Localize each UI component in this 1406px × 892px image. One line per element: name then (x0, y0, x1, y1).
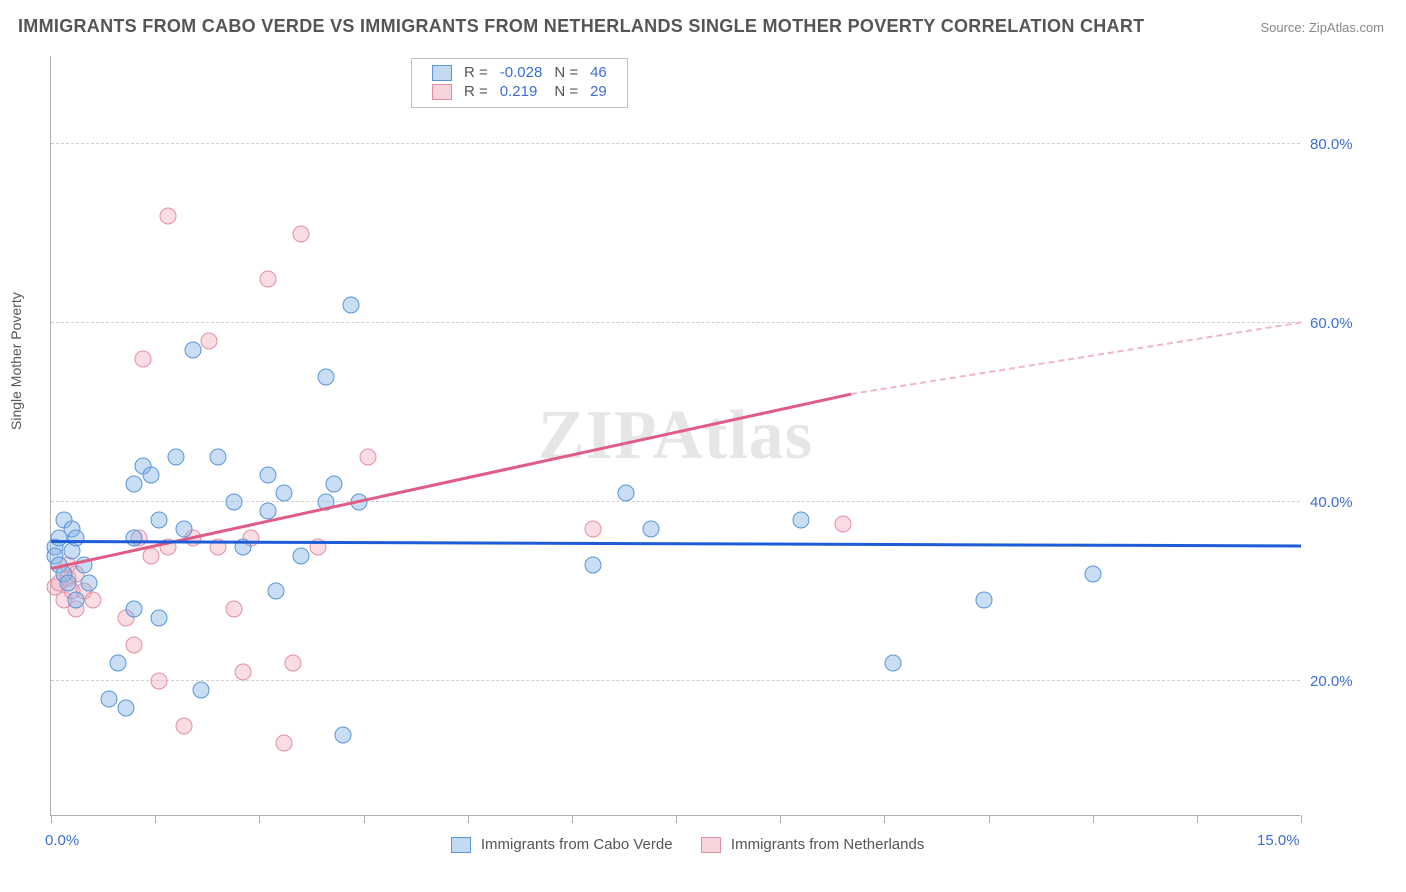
scatter-point-netherlands (834, 516, 851, 533)
scatter-point-netherlands (293, 225, 310, 242)
n-label: N = (548, 63, 584, 82)
gridline (51, 143, 1300, 144)
scatter-point-cabo-verde (268, 583, 285, 600)
legend-label-netherlands: Immigrants from Netherlands (731, 836, 924, 853)
correlation-legend-box: R = -0.028 N = 46 R = 0.219 N = 29 (411, 58, 628, 108)
y-tick-label: 20.0% (1310, 673, 1380, 690)
scatter-point-cabo-verde (884, 655, 901, 672)
x-tick-label: 15.0% (1257, 832, 1300, 849)
scatter-point-cabo-verde (293, 547, 310, 564)
x-tick (364, 815, 365, 823)
x-tick (1301, 815, 1302, 823)
scatter-point-netherlands (84, 592, 101, 609)
swatch-blue-icon (451, 837, 471, 853)
n-label: N = (548, 82, 584, 101)
x-tick (676, 815, 677, 823)
scatter-point-cabo-verde (326, 476, 343, 493)
scatter-point-cabo-verde (643, 520, 660, 537)
scatter-point-cabo-verde (343, 297, 360, 314)
swatch-pink-icon (701, 837, 721, 853)
scatter-point-netherlands (584, 520, 601, 537)
scatter-point-netherlands (284, 655, 301, 672)
scatter-point-netherlands (259, 270, 276, 287)
n-value: 29 (584, 82, 613, 101)
scatter-point-cabo-verde (1084, 565, 1101, 582)
scatter-point-cabo-verde (151, 610, 168, 627)
x-tick (1197, 815, 1198, 823)
y-tick-label: 80.0% (1310, 136, 1380, 153)
scatter-point-netherlands (151, 672, 168, 689)
legend-row-cabo-verde: R = -0.028 N = 46 (426, 63, 613, 82)
swatch-blue-icon (432, 65, 452, 81)
r-label: R = (458, 63, 494, 82)
scatter-point-cabo-verde (168, 449, 185, 466)
series-legend: Immigrants from Cabo Verde Immigrants fr… (51, 836, 1300, 853)
scatter-point-cabo-verde (118, 699, 135, 716)
x-tick (884, 815, 885, 823)
n-value: 46 (584, 63, 613, 82)
x-tick (780, 815, 781, 823)
scatter-point-netherlands (359, 449, 376, 466)
scatter-point-cabo-verde (584, 556, 601, 573)
x-tick-label: 0.0% (45, 832, 79, 849)
scatter-point-cabo-verde (80, 574, 97, 591)
watermark-text: ZIPAtlas (538, 396, 813, 476)
x-tick (259, 815, 260, 823)
r-value: 0.219 (494, 82, 549, 101)
scatter-point-cabo-verde (193, 681, 210, 698)
legend-row-netherlands: R = 0.219 N = 29 (426, 82, 613, 101)
scatter-point-cabo-verde (259, 467, 276, 484)
trendline-netherlands-extrapolated (851, 321, 1301, 395)
source-attribution: Source: ZipAtlas.com (1260, 20, 1384, 35)
y-tick-label: 60.0% (1310, 315, 1380, 332)
scatter-point-netherlands (201, 333, 218, 350)
scatter-point-cabo-verde (184, 342, 201, 359)
x-tick (572, 815, 573, 823)
scatter-plot-area: ZIPAtlas R = -0.028 N = 46 R = 0.219 N =… (50, 56, 1300, 816)
scatter-point-netherlands (234, 663, 251, 680)
scatter-point-cabo-verde (334, 726, 351, 743)
scatter-point-cabo-verde (59, 574, 76, 591)
x-tick (1093, 815, 1094, 823)
scatter-point-cabo-verde (151, 511, 168, 528)
r-label: R = (458, 82, 494, 101)
scatter-point-netherlands (126, 637, 143, 654)
scatter-point-cabo-verde (126, 601, 143, 618)
scatter-point-netherlands (176, 717, 193, 734)
scatter-point-cabo-verde (976, 592, 993, 609)
gridline (51, 680, 1300, 681)
x-tick (155, 815, 156, 823)
x-tick (468, 815, 469, 823)
y-axis-label: Single Mother Poverty (8, 292, 24, 430)
scatter-point-cabo-verde (209, 449, 226, 466)
scatter-point-cabo-verde (176, 520, 193, 537)
scatter-point-cabo-verde (618, 485, 635, 502)
scatter-point-cabo-verde (68, 529, 85, 546)
scatter-point-netherlands (159, 207, 176, 224)
scatter-point-cabo-verde (226, 494, 243, 511)
scatter-point-cabo-verde (259, 503, 276, 520)
scatter-point-cabo-verde (126, 529, 143, 546)
scatter-point-cabo-verde (318, 368, 335, 385)
r-value: -0.028 (494, 63, 549, 82)
y-tick-label: 40.0% (1310, 494, 1380, 511)
scatter-point-cabo-verde (109, 655, 126, 672)
legend-label-cabo-verde: Immigrants from Cabo Verde (481, 836, 673, 853)
scatter-point-netherlands (143, 547, 160, 564)
scatter-point-netherlands (276, 735, 293, 752)
scatter-point-cabo-verde (101, 690, 118, 707)
scatter-point-netherlands (134, 351, 151, 368)
scatter-point-cabo-verde (793, 511, 810, 528)
scatter-point-netherlands (226, 601, 243, 618)
gridline (51, 322, 1300, 323)
scatter-point-cabo-verde (276, 485, 293, 502)
swatch-pink-icon (432, 84, 452, 100)
x-tick (989, 815, 990, 823)
scatter-point-cabo-verde (68, 592, 85, 609)
chart-title: IMMIGRANTS FROM CABO VERDE VS IMMIGRANTS… (18, 16, 1144, 37)
x-tick (51, 815, 52, 823)
scatter-point-cabo-verde (143, 467, 160, 484)
scatter-point-cabo-verde (126, 476, 143, 493)
